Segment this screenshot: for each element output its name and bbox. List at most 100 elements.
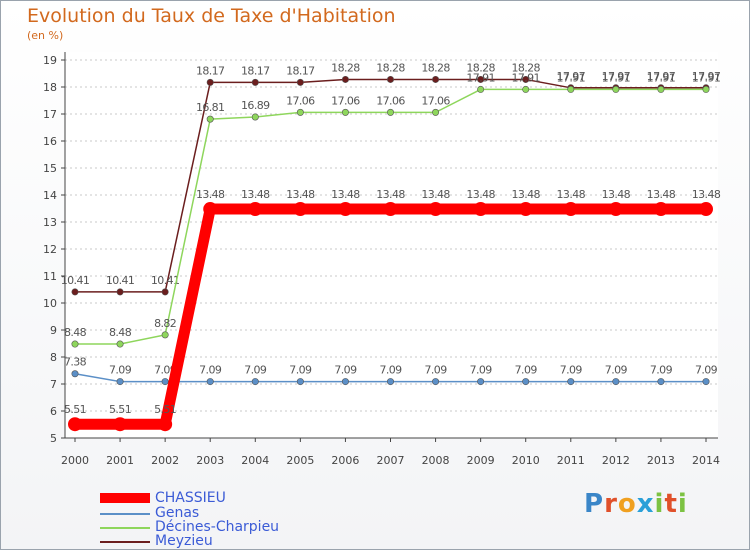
x-tick-label: 2012 (602, 454, 630, 467)
data-point (612, 85, 620, 93)
data-point (522, 75, 530, 83)
data-point (567, 85, 575, 93)
data-point (71, 288, 79, 296)
data-label: 17.91 (692, 71, 721, 84)
logo-letter: i (654, 489, 665, 519)
x-tick-label: 2002 (151, 454, 179, 467)
logo-letter: i (677, 489, 688, 519)
x-tick-label: 2014 (692, 454, 720, 467)
data-label: 5.51 (154, 403, 176, 416)
data-label: 13.48 (376, 188, 405, 201)
data-label: 17.06 (376, 94, 405, 107)
data-label: 8.82 (154, 317, 176, 330)
data-point (473, 202, 488, 217)
data-point (477, 85, 485, 93)
data-label: 7.38 (64, 356, 87, 369)
data-label: 7.09 (695, 364, 718, 377)
data-point (386, 378, 394, 386)
data-point (383, 202, 398, 217)
series-d-cines-charpieu: 8.48 8.48 8.82 16.81 16.89 17.06 17.06 17.06 17.… (64, 71, 721, 348)
data-label: 17.91 (466, 71, 495, 84)
data-label: 13.48 (286, 188, 315, 201)
data-point (341, 75, 349, 83)
data-point (251, 113, 259, 121)
logo-letter: P (584, 489, 605, 519)
data-label: 17.97 (602, 70, 631, 83)
data-label: 10.41 (106, 274, 135, 287)
data-label: 17.91 (647, 71, 676, 84)
data-label: 5.51 (109, 403, 131, 416)
legend-label: CHASSIEU (155, 490, 226, 506)
y-tick-label: 13 (43, 216, 57, 229)
data-point (338, 202, 353, 217)
y-tick-label: 6 (50, 405, 57, 418)
data-label: 7.09 (650, 364, 673, 377)
data-label: 13.48 (511, 188, 540, 201)
data-point (432, 75, 440, 83)
data-label: 7.09 (244, 364, 267, 377)
data-label: 7.09 (515, 364, 538, 377)
data-point (161, 378, 169, 386)
y-tick-label: 11 (43, 270, 57, 283)
x-tick-label: 2013 (647, 454, 675, 467)
data-label: 7.09 (605, 364, 628, 377)
data-point (293, 202, 308, 217)
data-point (296, 78, 304, 86)
legend-swatch (100, 541, 150, 543)
x-tick-label: 2003 (196, 454, 224, 467)
data-point (702, 85, 710, 93)
data-point (116, 340, 124, 348)
data-point (567, 378, 575, 386)
logo-letter: r (604, 489, 618, 519)
data-label: 17.06 (331, 94, 360, 107)
x-tick-label: 2000 (61, 454, 89, 467)
data-label: 16.89 (241, 99, 270, 112)
legend-swatch (100, 513, 150, 515)
data-label: 13.48 (692, 188, 721, 201)
data-point (296, 108, 304, 116)
data-point (563, 202, 578, 217)
data-label: 17.06 (421, 94, 450, 107)
data-label: 17.97 (557, 70, 586, 83)
legend-label: Genas (155, 505, 200, 521)
data-point (251, 78, 259, 86)
data-label: 7.09 (199, 364, 222, 377)
y-tick-label: 19 (43, 54, 57, 67)
data-point (522, 85, 530, 93)
data-point (432, 378, 440, 386)
data-point (341, 378, 349, 386)
data-point (612, 378, 620, 386)
legend-swatch (100, 493, 150, 503)
data-label: 13.48 (557, 188, 586, 201)
data-label: 7.09 (560, 364, 583, 377)
data-label: 18.28 (421, 61, 450, 74)
data-point (206, 78, 214, 86)
data-point (113, 417, 128, 432)
data-label: 5.51 (64, 403, 86, 416)
y-tick-label: 7 (50, 378, 57, 391)
data-point (206, 115, 214, 123)
data-label: 13.48 (466, 188, 495, 201)
data-label: 8.48 (109, 326, 132, 339)
data-label: 13.48 (241, 188, 270, 201)
data-point (522, 378, 530, 386)
x-tick-label: 2001 (106, 454, 134, 467)
data-point (608, 202, 623, 217)
y-tick-label: 9 (50, 324, 57, 337)
data-label: 7.09 (109, 364, 132, 377)
chart-unit-label: (en %) (27, 29, 64, 42)
data-point (702, 378, 710, 386)
y-tick-label: 8 (50, 351, 57, 364)
y-tick-label: 14 (43, 189, 57, 202)
data-point (251, 378, 259, 386)
data-label: 18.28 (466, 61, 495, 74)
x-tick-label: 2006 (331, 454, 359, 467)
data-label: 13.48 (421, 188, 450, 201)
x-tick-label: 2008 (422, 454, 450, 467)
data-label: 7.09 (379, 364, 402, 377)
data-point (428, 202, 443, 217)
data-point (296, 378, 304, 386)
y-tick-label: 17 (43, 108, 57, 121)
data-point (116, 378, 124, 386)
y-tick-label: 16 (43, 135, 57, 148)
